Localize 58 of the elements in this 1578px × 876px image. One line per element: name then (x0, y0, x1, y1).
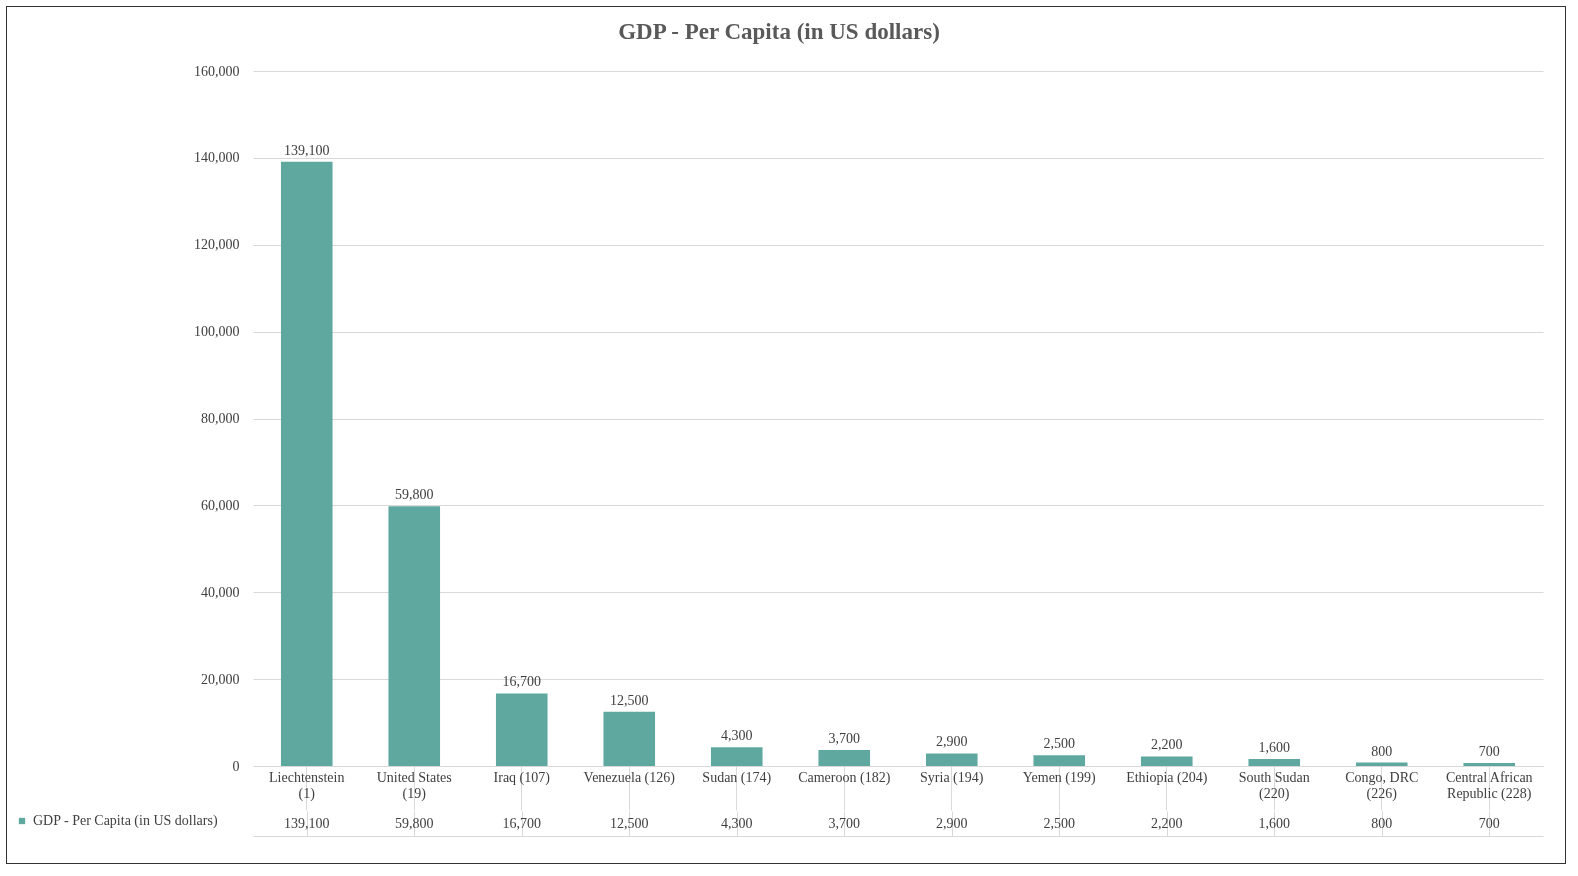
data-label: 2,500 (1043, 815, 1075, 831)
text: 2,500 (1043, 736, 1075, 752)
data-label: 800 (1371, 815, 1393, 831)
data-label: 59,800 (395, 815, 434, 831)
x-tick-label: Ethiopia (204) (1126, 769, 1208, 786)
data-label: 3,700 (828, 815, 860, 831)
text: 2,900 (936, 734, 968, 750)
chart-title: GDP - Per Capita (in US dollars) (618, 19, 940, 44)
x-tick-label: Venezuela (126) (583, 769, 676, 786)
y-tick-label: 60,000 (201, 497, 240, 513)
data-label: 1,600 (1258, 815, 1290, 831)
y-tick-label: 120,000 (194, 237, 240, 253)
text: 16,700 (502, 674, 541, 690)
text: 4,300 (721, 728, 753, 744)
bar (1033, 755, 1086, 766)
bar (603, 711, 656, 766)
x-tick-label: South Sudan (220) (1238, 769, 1310, 802)
text: 700 (1478, 743, 1500, 759)
x-tick-label: Central African Republic (228) (1445, 769, 1533, 802)
data-label: 12,500 (610, 815, 649, 831)
bar (1463, 762, 1516, 766)
x-tick-label: Iraq (107) (493, 769, 551, 786)
bar (925, 753, 978, 766)
x-tick-label: Sudan (174) (702, 769, 772, 786)
legend-label: GDP - Per Capita (in US dollars) (33, 813, 218, 829)
bar (388, 506, 441, 766)
data-label: 700 (1478, 815, 1500, 831)
x-tick-label: United States (19) (376, 769, 452, 802)
data-label: 2,200 (1151, 815, 1183, 831)
text: 12,500 (610, 692, 649, 708)
bar (710, 747, 763, 766)
y-tick-label: 160,000 (194, 63, 240, 79)
y-tick-label: 80,000 (201, 411, 240, 426)
bar (495, 693, 548, 766)
x-tick-label: Cameroon (182) (798, 769, 891, 786)
text: 800 (1371, 743, 1393, 759)
text: 3,700 (828, 730, 860, 746)
text: 2,200 (1151, 737, 1183, 753)
y-tick-label: 20,000 (201, 671, 240, 687)
bar (818, 749, 871, 766)
y-tick-label: 40,000 (201, 584, 240, 600)
y-tick-label: 100,000 (194, 324, 240, 340)
x-tick-label: Syria (194) (920, 769, 984, 786)
text: 59,800 (395, 487, 434, 503)
x-tick-label: Yemen (199) (1022, 769, 1097, 786)
y-tick-label: 0 (232, 758, 240, 774)
data-label: 16,700 (502, 815, 541, 831)
bar (1140, 756, 1193, 766)
bar (280, 161, 333, 766)
y-tick-label: 140,000 (194, 150, 240, 166)
x-tick-label: Liechtenstein (1) (269, 769, 345, 802)
bar (1248, 759, 1301, 766)
data-label: 139,100 (284, 815, 330, 831)
x-tick-label: Congo, DRC (226) (1345, 769, 1419, 802)
text: 1,600 (1258, 740, 1290, 756)
data-label: 4,300 (721, 815, 753, 831)
data-label: 2,900 (936, 815, 968, 831)
text: 139,100 (284, 142, 330, 158)
